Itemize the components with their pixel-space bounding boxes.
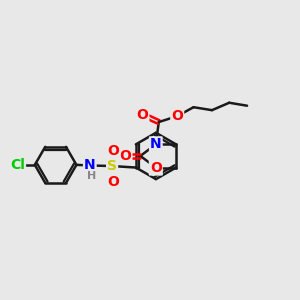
Text: Cl: Cl	[10, 158, 25, 172]
Text: O: O	[108, 144, 119, 158]
Text: N: N	[150, 137, 162, 152]
Text: H: H	[87, 171, 96, 181]
Text: O: O	[108, 175, 119, 188]
Text: N: N	[84, 158, 96, 172]
Text: S: S	[107, 159, 117, 173]
Text: O: O	[136, 108, 148, 122]
Text: O: O	[150, 160, 162, 175]
Text: O: O	[171, 109, 183, 123]
Text: O: O	[120, 149, 131, 163]
